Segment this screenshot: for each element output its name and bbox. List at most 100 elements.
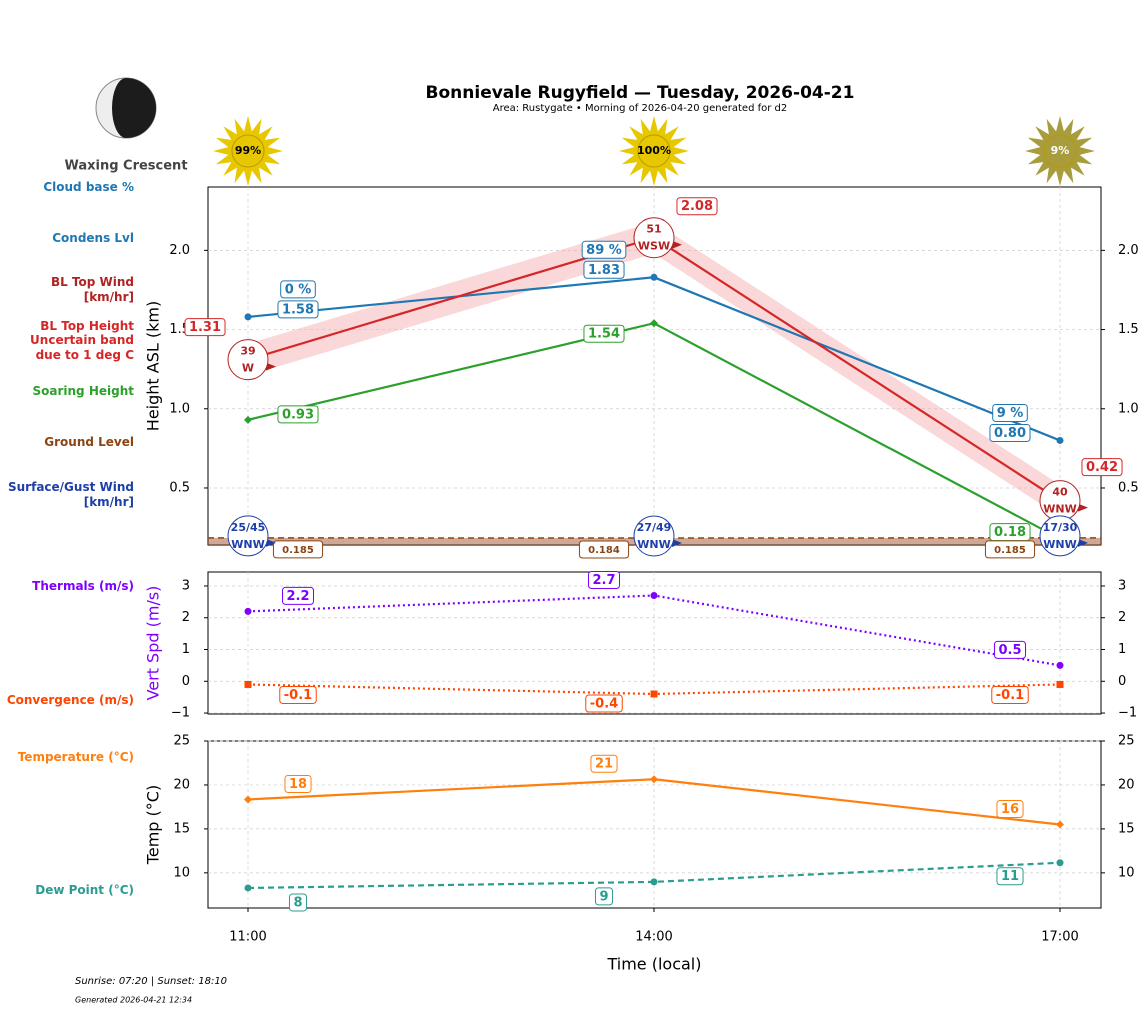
sun-label: 100% [637, 144, 671, 157]
plot-frame [207, 571, 1102, 715]
y-tick-label-right: 2 [1118, 610, 1126, 625]
legend-label: Temperature (°C) [17, 750, 134, 764]
subtitle: Area: Rustygate • Morning of 2026-04-20 … [493, 103, 788, 114]
data-label: 0.80 [994, 426, 1026, 441]
sun [637, 134, 671, 168]
data-label-box [277, 300, 319, 319]
series-line [247, 594, 1061, 667]
point [1056, 680, 1064, 688]
y-tick-label-right: 20 [1118, 777, 1135, 792]
data-label-box [279, 685, 317, 704]
y-tick-label-right: 3 [1118, 578, 1126, 593]
data-label: -0.1 [996, 688, 1024, 703]
data-label: 2.7 [592, 573, 615, 588]
data-label: -0.1 [284, 688, 312, 703]
wind-direction: WNW [637, 538, 670, 551]
data-label-box [583, 260, 625, 279]
y-tick-label: 2 [182, 610, 190, 625]
y-tick-label-right: 1 [1118, 642, 1126, 657]
uncertainty-band [248, 221, 1060, 517]
data-label-box [277, 405, 319, 424]
data-label: 8 [293, 895, 302, 910]
point [244, 607, 252, 615]
ground-label: 0.184 [588, 545, 620, 556]
y-tick-label-right: 2.0 [1118, 243, 1139, 258]
data-label: 2.2 [286, 589, 309, 604]
legend-label: Ground Level [44, 435, 134, 449]
y-tick-label-right: 0 [1118, 674, 1126, 689]
y-axis-label: Temp (°C) [144, 785, 163, 865]
moon-shadow [112, 78, 156, 138]
point [1056, 436, 1064, 444]
y-tick-label-right: 15 [1118, 821, 1135, 836]
y-tick-label: 25 [173, 734, 190, 749]
data-label: 1.58 [282, 302, 314, 317]
data-label: 16 [1001, 802, 1019, 817]
ground-label: 0.185 [994, 545, 1026, 556]
ground-label-box [984, 540, 1036, 559]
wind-circle [227, 339, 269, 381]
y-tick-label: 10 [173, 865, 190, 880]
point [244, 884, 252, 892]
data-label-box [280, 280, 316, 299]
point [244, 415, 252, 424]
data-label: 0.42 [1086, 460, 1118, 475]
data-label-box [284, 774, 312, 793]
data-label-box [993, 640, 1027, 659]
wind-direction: WNW [231, 538, 264, 551]
y-tick-label: 0.5 [169, 480, 190, 495]
legend-label: Thermals (m/s) [32, 579, 134, 593]
ground-fill-left [208, 537, 248, 545]
y-tick-label: 2.0 [169, 243, 190, 258]
data-label: 0.18 [994, 525, 1026, 540]
point [244, 795, 252, 804]
data-label-box [587, 571, 621, 590]
data-label: 18 [289, 777, 307, 792]
wind-direction: WNW [1043, 538, 1076, 551]
wind-circle [1039, 515, 1081, 557]
y-tick-label: 20 [173, 777, 190, 792]
data-label: 21 [595, 757, 613, 772]
wind-direction: WSW [638, 240, 670, 253]
y-tick-label: 15 [173, 821, 190, 836]
y-tick-label: 0 [182, 674, 190, 689]
ground-label-box [272, 540, 324, 559]
legend-label: BL Top Height [40, 319, 134, 333]
y-tick-label-right: 1.5 [1118, 322, 1139, 337]
point [650, 592, 658, 600]
legend-label: BL Top Wind [km/hr] [50, 275, 134, 304]
y-tick-label-right: 1.0 [1118, 401, 1139, 416]
wind-speed: 27/49 [637, 521, 672, 534]
wind-arrow [1078, 503, 1088, 512]
data-label: 0.93 [282, 407, 314, 422]
x-tick-label: 14:00 [635, 930, 672, 945]
ground-label: 0.185 [282, 545, 314, 556]
data-label-box [1081, 458, 1123, 477]
wind-circle [227, 515, 269, 557]
point [244, 680, 252, 688]
legend-label: Condens Lvl [52, 231, 134, 245]
legend-label: Uncertain band due to 1 deg C [30, 333, 134, 362]
sun-times: Sunrise: 07:20 | Sunset: 18:10 [75, 976, 227, 987]
data-label: 0.5 [998, 643, 1021, 658]
y-tick-label-right: −1 [1118, 706, 1137, 721]
data-label-box [676, 197, 718, 216]
point [650, 878, 658, 886]
sun [231, 134, 265, 168]
wind-speed: 39 [240, 345, 255, 358]
wind-arrow [672, 240, 682, 249]
data-label-box [590, 754, 618, 773]
wind-speed: 25/45 [231, 521, 266, 534]
point [650, 319, 658, 328]
y-tick-label-right: 25 [1118, 734, 1135, 749]
point [650, 690, 658, 698]
legend-label: Cloud base % [43, 180, 134, 194]
title: Bonnievale Rugyfield — Tuesday, 2026-04-… [426, 83, 855, 103]
data-label-box [594, 887, 614, 906]
wind-speed: 51 [646, 223, 661, 236]
data-label: -0.4 [590, 696, 618, 711]
data-label-box [288, 893, 308, 912]
generated: Generated 2026-04-21 12:34 [75, 996, 192, 1005]
sun-label: 9% [1051, 144, 1070, 157]
